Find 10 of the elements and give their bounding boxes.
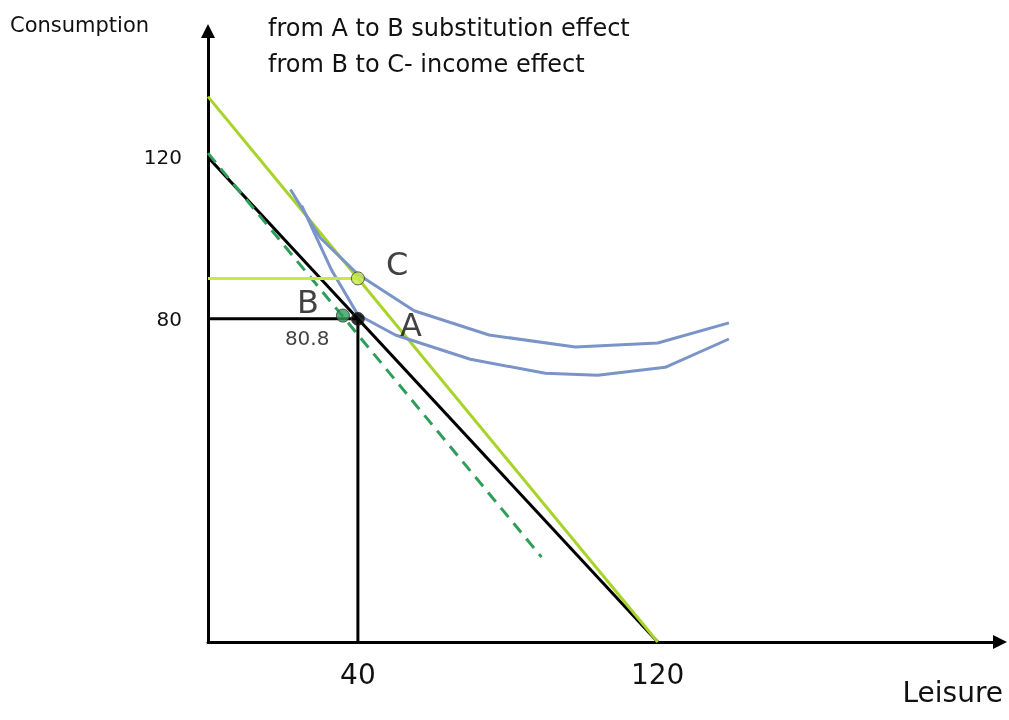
series-label: A	[399, 305, 422, 344]
series-label: C	[385, 245, 409, 284]
y-tick-label: 80	[156, 306, 182, 331]
y-axis-title: Consumption	[10, 12, 150, 37]
series-label: B	[296, 282, 319, 321]
annotation: from A to B substitution effect	[268, 14, 630, 42]
x-tick-label: 40	[340, 657, 376, 691]
annotation: from B to C- income effect	[268, 50, 585, 78]
data-label: 80.8	[284, 325, 330, 350]
x-axis-title: Leisure	[902, 675, 1004, 709]
